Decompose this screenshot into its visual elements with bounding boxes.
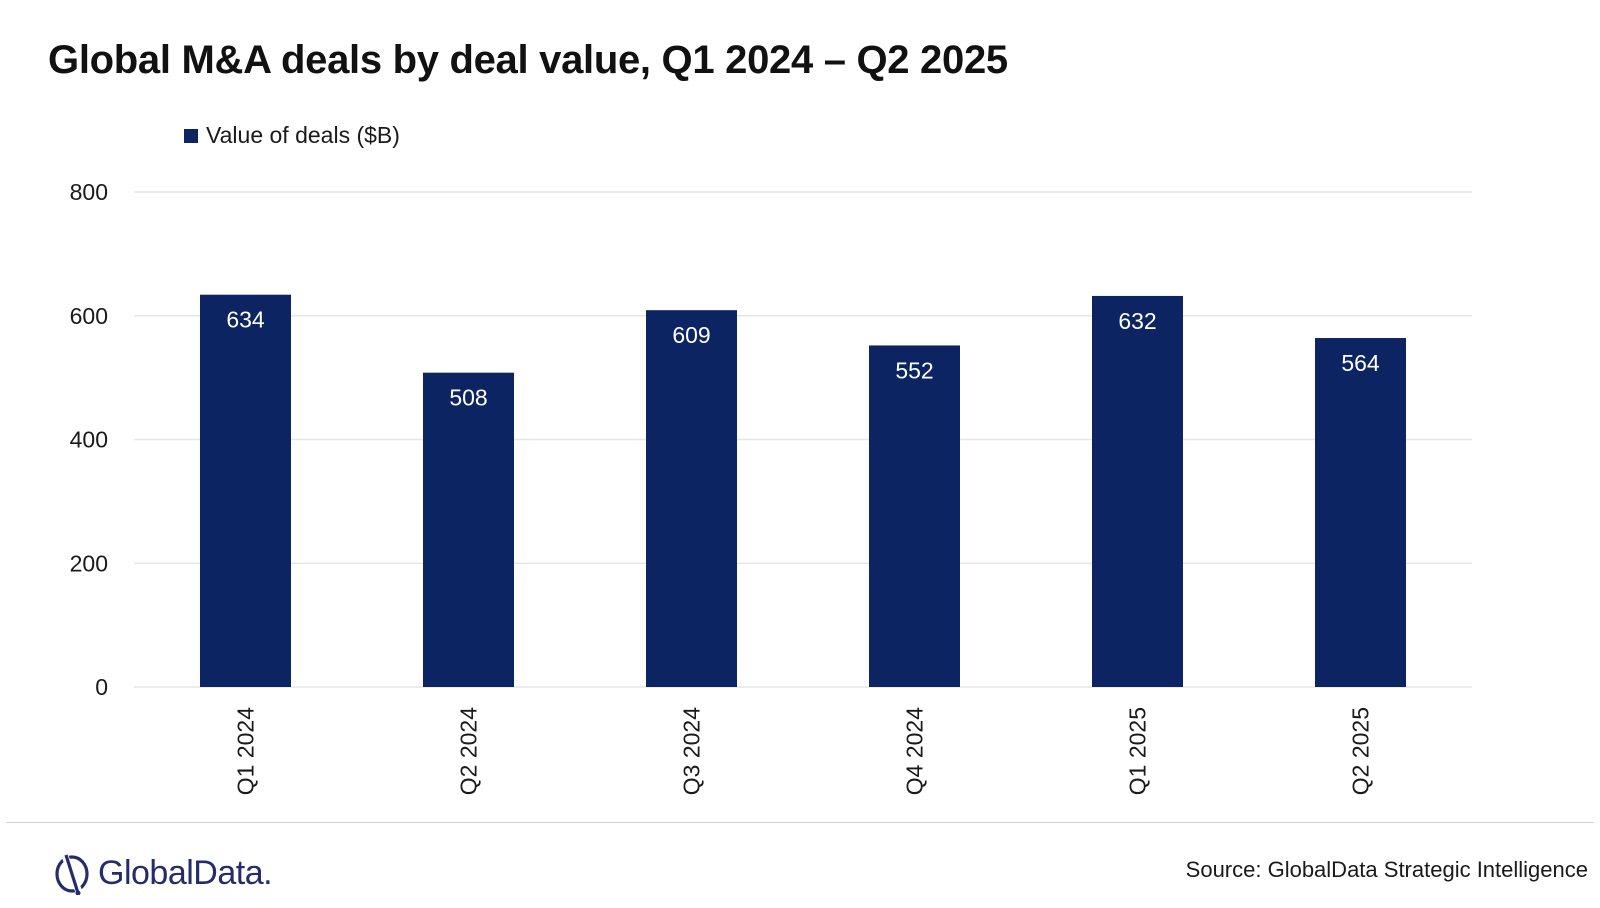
bar <box>200 294 291 687</box>
x-tick-label: Q4 2024 <box>902 707 928 795</box>
y-tick-label: 600 <box>70 303 108 329</box>
globaldata-logo: GlobalData. <box>52 851 273 895</box>
y-tick-label: 400 <box>70 427 108 453</box>
data-label: 632 <box>1118 308 1156 334</box>
bar <box>869 345 960 687</box>
data-label: 634 <box>226 307 265 333</box>
chart-legend: Value of deals ($B) <box>184 122 400 149</box>
bar <box>423 372 514 687</box>
logo-wordmark: GlobalData. <box>98 853 273 892</box>
footer-divider <box>6 822 1594 823</box>
data-label: 564 <box>1341 350 1380 376</box>
y-tick-label: 0 <box>95 674 108 700</box>
x-tick-label: Q2 2024 <box>456 707 482 795</box>
y-tick-label: 800 <box>70 179 108 205</box>
bar <box>1315 338 1406 687</box>
y-tick-label: 200 <box>70 550 108 576</box>
data-label: 609 <box>672 322 710 348</box>
data-label: 508 <box>449 385 487 411</box>
bar <box>646 310 737 687</box>
legend-swatch <box>184 128 198 143</box>
x-tick-label: Q3 2024 <box>679 707 705 795</box>
x-tick-label: Q1 2024 <box>233 707 259 795</box>
legend-label: Value of deals ($B) <box>206 122 400 148</box>
globaldata-logo-icon <box>55 854 89 895</box>
chart-title: Global M&A deals by deal value, Q1 2024 … <box>48 38 1008 82</box>
data-label: 552 <box>895 357 933 383</box>
bar <box>1092 295 1183 687</box>
x-tick-label: Q2 2025 <box>1348 707 1374 795</box>
source-note: Source: GlobalData Strategic Intelligenc… <box>1185 857 1588 882</box>
x-tick-label: Q1 2025 <box>1125 707 1151 795</box>
